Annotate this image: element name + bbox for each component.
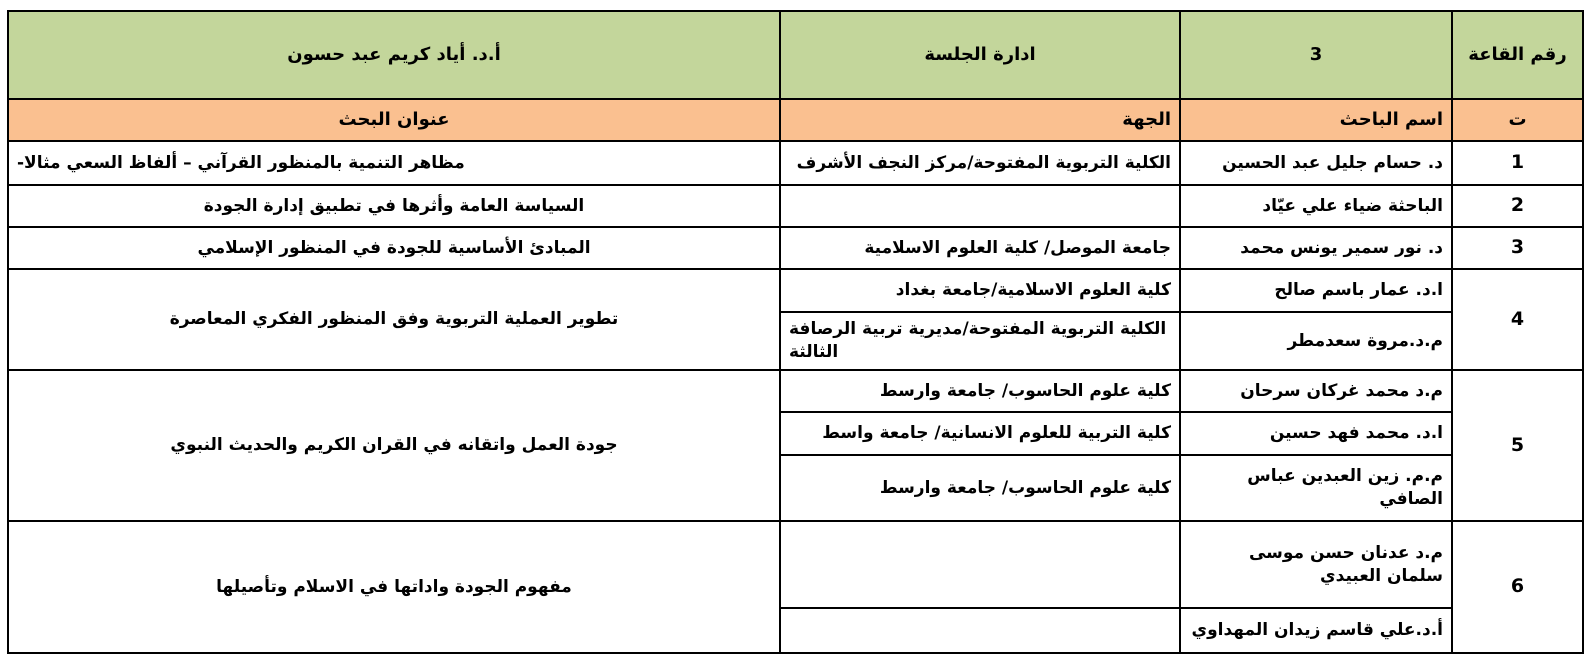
research-title-cell: تطوير العملية التربوية وفق المنظور الفكر… — [7, 268, 781, 371]
table-row: م.م. زين العبدين عباس الصافي كلية علوم ا… — [8, 454, 1583, 522]
research-title-cell: المبادئ الأساسية للجودة في المنظور الإسل… — [7, 226, 781, 270]
row-number-cell: 6 — [1451, 520, 1584, 654]
research-title-cell: مفهوم الجودة واداتها في الاسلام وتأصيلها — [7, 520, 781, 654]
room-number-value-cell: 3 — [1179, 10, 1453, 100]
session-header-row: رقم القاعة 3 ادارة الجلسة أ.د. أياد كريم… — [7, 10, 1584, 100]
research-title-cell: جودة العمل واتقانه في القران الكريم والح… — [7, 369, 781, 522]
entity-cell: كلية علوم الحاسوب/ جامعة وارسط — [779, 454, 1181, 522]
entity-cell — [779, 607, 1181, 654]
researcher-cell: ا.د. عمار باسم صالح — [1179, 268, 1453, 313]
table-row: 2 الباحثة ضياء علي عيّاد السياسة العامة … — [7, 184, 1584, 228]
col-header-index: ت — [1451, 98, 1584, 142]
table-row: م.د.مروة سعدمطر الكلية التربوية المفتوحة… — [8, 311, 1583, 371]
row-number-cell: 2 — [1451, 184, 1584, 228]
row-number-cell: 4 — [1451, 268, 1584, 371]
table-row: أ.د.علي قاسم زيدان المهداوي — [8, 607, 1583, 654]
researcher-cell: ا.د. محمد فهد حسين — [1179, 411, 1453, 456]
table-row: 5 م.د محمد غركان سرحان كلية علوم الحاسوب… — [7, 369, 1584, 522]
researcher-cell: أ.د.علي قاسم زيدان المهداوي — [1179, 607, 1453, 654]
row-number-cell: 1 — [1451, 140, 1584, 186]
research-title-cell: مظاهر التنمية بالمنظور القرآني – ألفاظ ا… — [7, 140, 781, 186]
table-row: 3 د. نور سمير يونس محمد جامعة الموصل/ كل… — [7, 226, 1584, 270]
entity-cell: كلية علوم الحاسوب/ جامعة وارسط — [779, 369, 1181, 413]
researcher-cell: د. حسام جليل عبد الحسين — [1179, 140, 1453, 186]
page: { "table": { "header": { "room_label": "… — [0, 10, 1593, 654]
col-header-entity: الجهة — [779, 98, 1181, 142]
session-management-label-cell: ادارة الجلسة — [779, 10, 1181, 100]
researcher-cell: م.م. زين العبدين عباس الصافي — [1179, 454, 1453, 522]
session-chair-cell: أ.د. أياد كريم عبد حسون — [7, 10, 781, 100]
room-number-label-cell: رقم القاعة — [1451, 10, 1584, 100]
entity-cell — [779, 520, 1181, 609]
entity-cell: كلية العلوم الاسلامية/جامعة بغداد — [779, 268, 1181, 313]
col-header-title: عنوان البحث — [7, 98, 781, 142]
researcher-cell: الباحثة ضياء علي عيّاد — [1179, 184, 1453, 228]
entity-cell: الكلية التربوية المفتوحة/مديرية تربية ال… — [779, 311, 1181, 371]
research-title-cell: السياسة العامة وأثرها في تطبيق إدارة الج… — [7, 184, 781, 228]
row-number-cell: 3 — [1451, 226, 1584, 270]
table-row: 4 ا.د. عمار باسم صالح كلية العلوم الاسلا… — [7, 268, 1584, 371]
researcher-cell: م.د محمد غركان سرحان — [1179, 369, 1453, 413]
row-number-cell: 5 — [1451, 369, 1584, 522]
col-header-researcher: اسم الباحث — [1179, 98, 1453, 142]
entity-cell: جامعة الموصل/ كلية العلوم الاسلامية — [779, 226, 1181, 270]
table-row: ا.د. محمد فهد حسين كلية التربية للعلوم ا… — [8, 411, 1583, 456]
column-header-row: ت اسم الباحث الجهة عنوان البحث — [7, 98, 1584, 142]
session-schedule-table: رقم القاعة 3 ادارة الجلسة أ.د. أياد كريم… — [7, 10, 1584, 654]
researcher-cell: د. نور سمير يونس محمد — [1179, 226, 1453, 270]
table-row: 6 م.د عدنان حسن موسى سلمان العبيدي مفهوم… — [7, 520, 1584, 654]
table-row: 1 د. حسام جليل عبد الحسين الكلية التربوي… — [7, 140, 1584, 186]
entity-cell: كلية التربية للعلوم الانسانية/ جامعة واس… — [779, 411, 1181, 456]
entity-cell — [779, 184, 1181, 228]
researcher-cell: م.د.مروة سعدمطر — [1179, 311, 1453, 371]
researcher-cell: م.د عدنان حسن موسى سلمان العبيدي — [1179, 520, 1453, 609]
entity-cell: الكلية التربوية المفتوحة/مركز النجف الأش… — [779, 140, 1181, 186]
